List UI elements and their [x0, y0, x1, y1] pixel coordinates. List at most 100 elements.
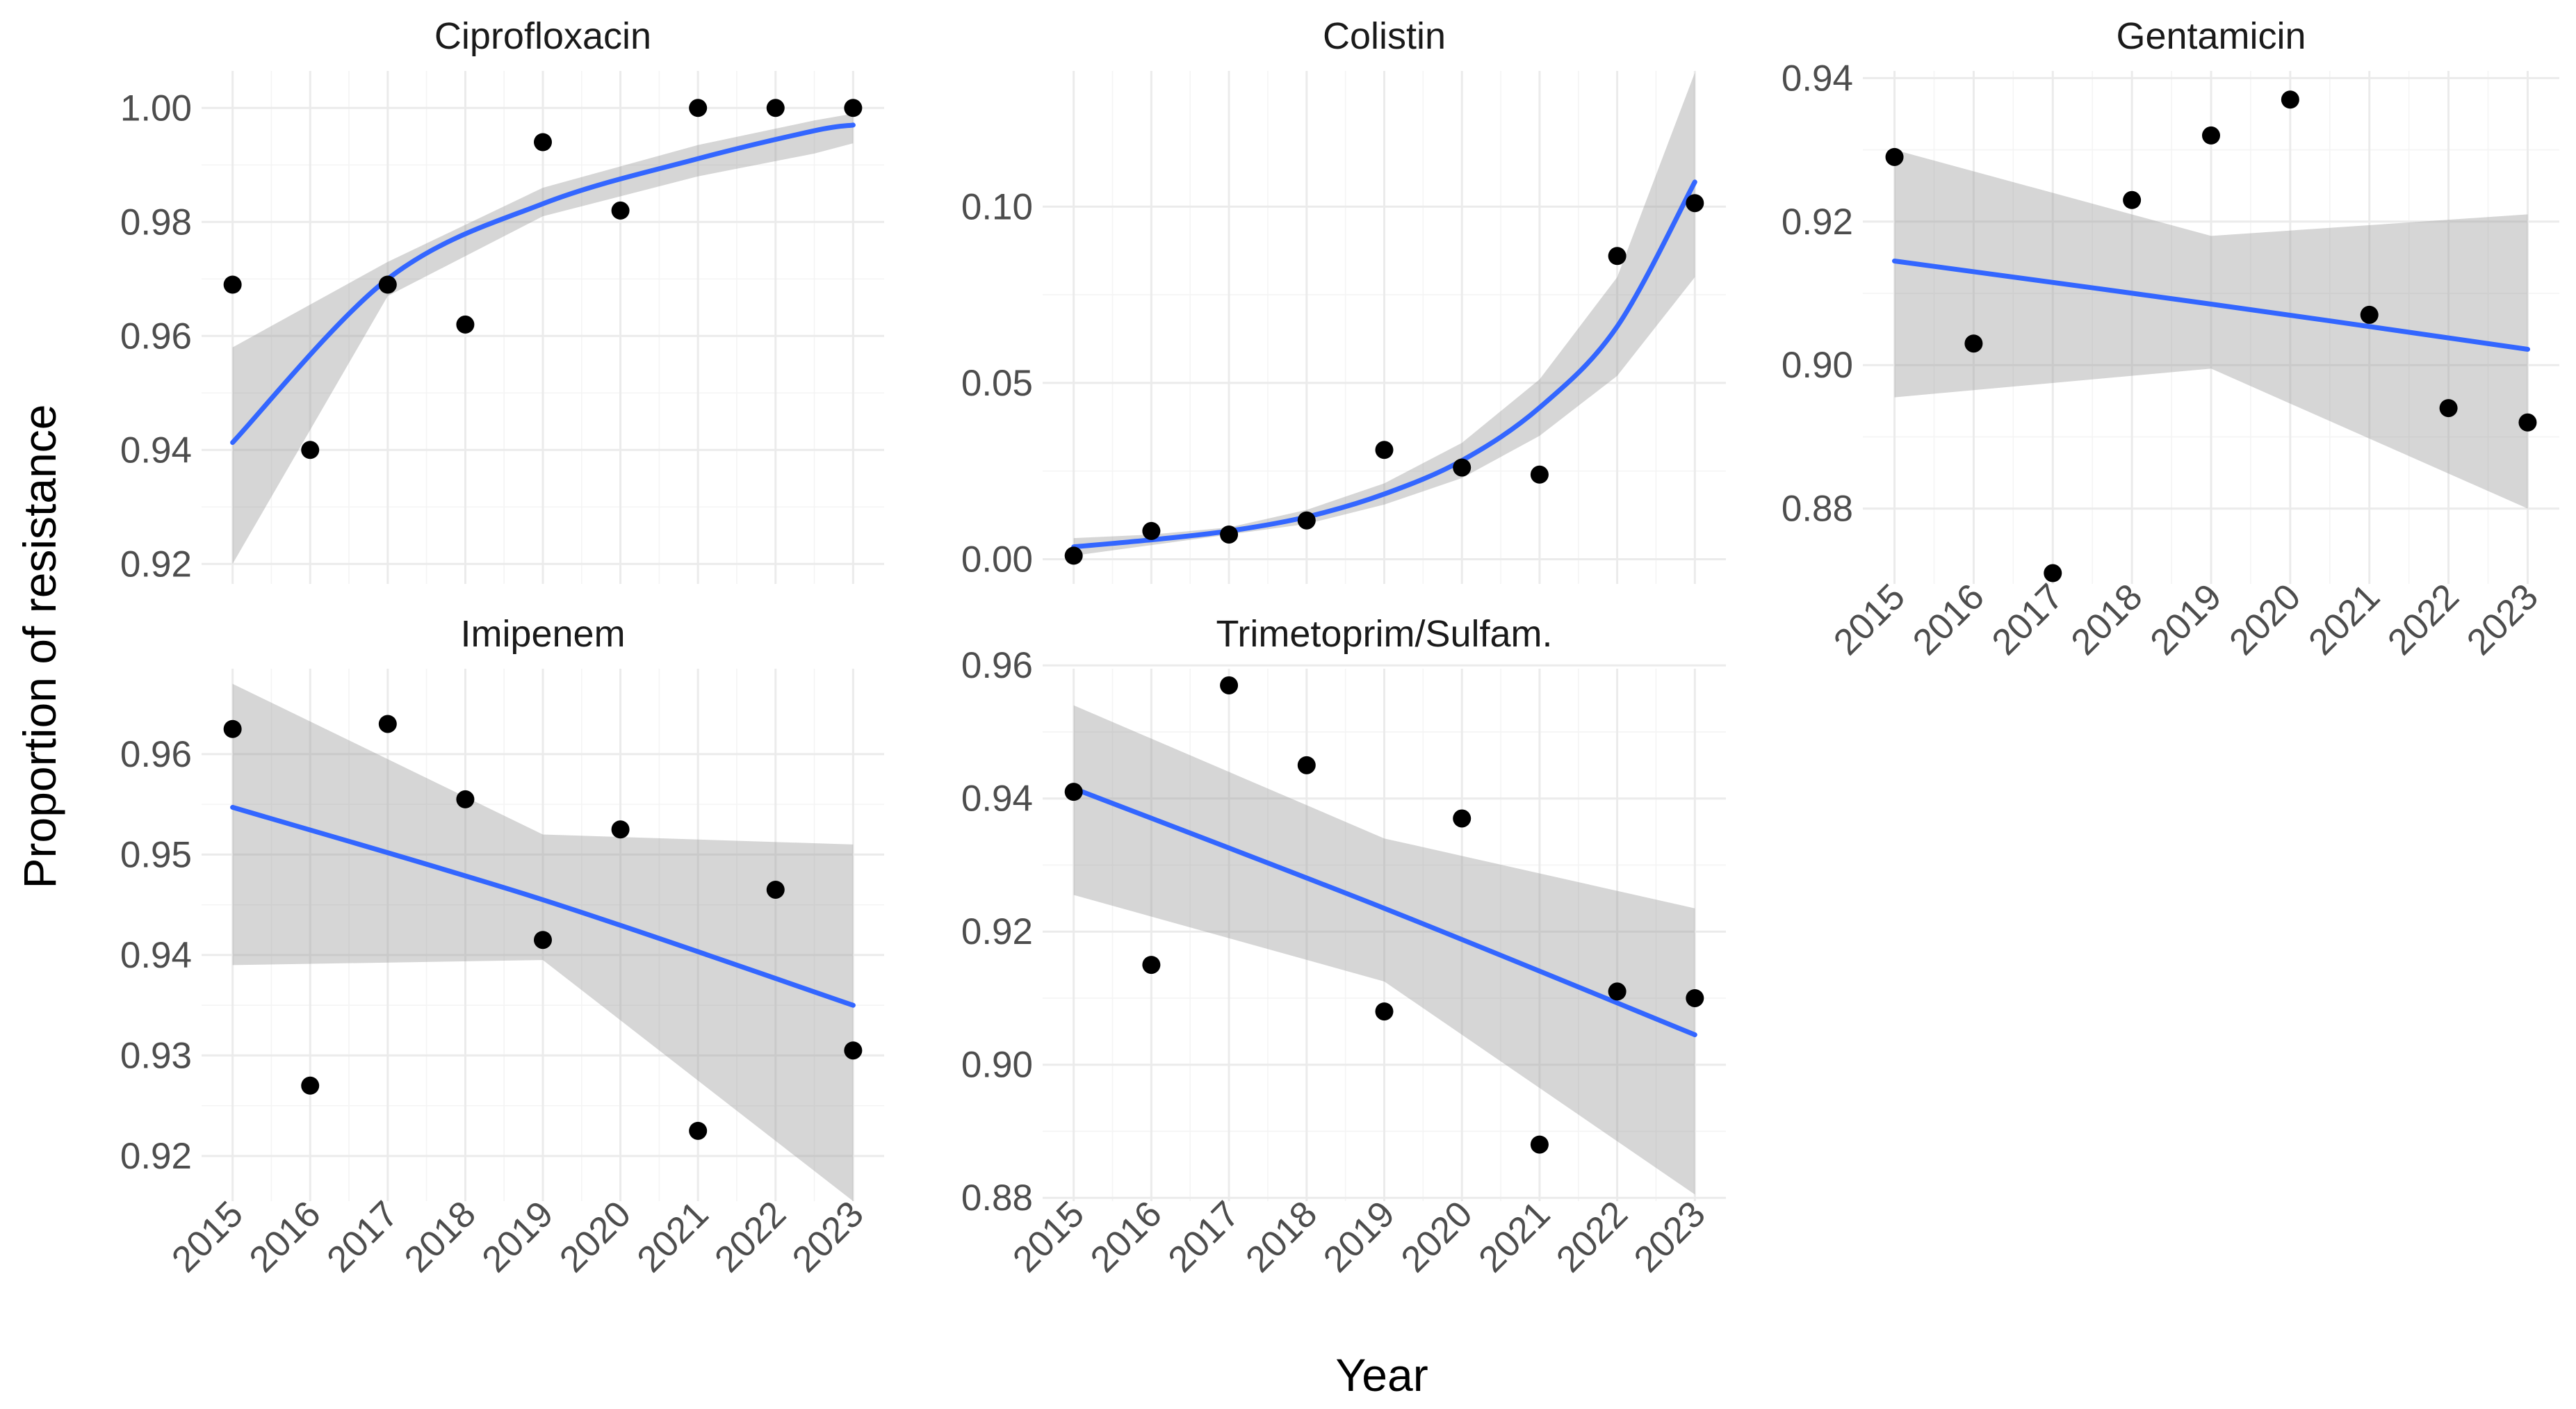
x-axis-title: Year: [1335, 1349, 1428, 1401]
x-tick-label: 2015: [1826, 576, 1913, 663]
data-point: [223, 719, 242, 738]
x-tick-label: 2018: [2064, 576, 2151, 663]
data-point: [534, 133, 552, 152]
trend-line: [230, 122, 856, 446]
trend-line: [1071, 785, 1697, 1038]
x-tick-label: 2019: [1316, 1194, 1403, 1280]
y-tick-label: 0.96: [120, 734, 192, 775]
x-tick-label: 2021: [2301, 576, 2388, 663]
data-point: [844, 1041, 863, 1060]
y-tick-label: 0.88: [961, 1178, 1033, 1219]
facet-title: Colistin: [1323, 15, 1446, 57]
data-point: [1064, 546, 1083, 565]
y-tick-label: 0.96: [961, 645, 1033, 686]
data-point: [2360, 305, 2379, 324]
data-point: [2439, 399, 2458, 418]
data-point: [2281, 90, 2299, 109]
data-point: [611, 820, 630, 839]
data-point: [456, 790, 475, 808]
data-point: [844, 99, 863, 117]
x-tick-label: 2016: [242, 1194, 329, 1280]
x-tick-label: 2020: [2222, 576, 2308, 663]
confidence-band: [1894, 149, 2528, 509]
data-point: [1686, 194, 1704, 213]
data-point: [1142, 956, 1161, 975]
data-point: [1530, 1135, 1549, 1154]
x-tick-label: 2017: [319, 1194, 406, 1280]
y-tick-label: 0.05: [961, 363, 1033, 404]
x-tick-label: 2017: [1984, 576, 2071, 663]
facet-panel-ciprofloxacin: 0.92 0.94 0.96 0.98 1.00 Ciprofloxacin: [120, 15, 884, 585]
data-point: [1885, 147, 1904, 166]
y-tick-label: 0.94: [120, 430, 192, 471]
facet-title: Ciprofloxacin: [434, 15, 651, 57]
data-point: [689, 1121, 708, 1140]
data-point: [611, 201, 630, 220]
facet-title: Imipenem: [460, 613, 625, 655]
facet-panel-trimetoprim-sulfam: 0.88 0.90 0.92 0.94 0.96 Trimetoprim/Sulfam. 2…: [961, 613, 1726, 1280]
y-tick-label: 0.98: [120, 202, 192, 243]
y-tick-label: 0.94: [961, 779, 1033, 820]
facet-panel-gentamicin: 0.880.900.920.94Gentamicin20152016201720…: [1782, 15, 2559, 663]
x-tick-label: 2023: [785, 1194, 872, 1280]
data-point: [766, 880, 785, 899]
data-point: [1220, 676, 1239, 694]
x-tick-label: 2015: [164, 1194, 251, 1280]
data-point: [1220, 525, 1239, 544]
x-tick-label: 2023: [1627, 1194, 1713, 1280]
data-point: [1142, 521, 1161, 540]
y-tick-label: 0.94: [1782, 58, 1853, 99]
x-tick-label: 2017: [1160, 1194, 1247, 1280]
trend-line: [230, 804, 856, 1008]
y-tick-label: 0.94: [120, 935, 192, 976]
data-point: [766, 99, 785, 117]
facet-panel-colistin: 0.00 0.05 0.10 Colistin: [961, 15, 1726, 584]
x-tick-label: 2018: [397, 1194, 484, 1280]
confidence-band: [1073, 72, 1695, 556]
y-tick-label: 0.95: [120, 834, 192, 875]
y-axis-title: Proportion of resistance: [14, 404, 65, 888]
x-tick-label: 2021: [1471, 1194, 1558, 1280]
data-point: [1375, 441, 1394, 459]
trend-line: [1071, 179, 1697, 550]
y-tick-label: 0.00: [961, 539, 1033, 580]
data-point: [1297, 511, 1316, 530]
facet-title: Trimetoprim/Sulfam.: [1216, 613, 1552, 655]
x-tick-label: 2016: [1905, 576, 1992, 663]
y-tick-label: 0.92: [961, 911, 1033, 952]
x-tick-label: 2016: [1083, 1194, 1170, 1280]
data-point: [2123, 190, 2142, 209]
confidence-band: [1073, 705, 1695, 1195]
data-point: [378, 275, 397, 294]
y-tick-label: 0.92: [120, 1136, 192, 1177]
x-tick-label: 2020: [1394, 1194, 1481, 1280]
trend-line: [1892, 259, 2530, 352]
data-point: [1453, 458, 1472, 477]
y-tick-label: 0.93: [120, 1035, 192, 1076]
data-point: [534, 931, 552, 950]
data-point: [223, 275, 242, 294]
facet-title: Gentamicin: [2116, 15, 2306, 57]
y-tick-label: 0.90: [1782, 345, 1853, 386]
data-point: [301, 441, 320, 459]
data-point: [2044, 564, 2062, 583]
data-point: [1375, 1002, 1394, 1021]
y-tick-label: 0.96: [120, 316, 192, 357]
y-tick-label: 0.10: [961, 186, 1033, 227]
data-point: [1608, 982, 1627, 1001]
y-tick-label: 0.90: [961, 1045, 1033, 1086]
data-point: [1297, 756, 1316, 774]
data-point: [378, 715, 397, 733]
x-tick-label: 2019: [2142, 576, 2229, 663]
y-tick-label: 0.88: [1782, 489, 1853, 530]
data-point: [456, 315, 475, 334]
x-tick-label: 2022: [1549, 1194, 1636, 1280]
facet-panel-imipenem: 0.92 0.93 0.94 0.95 0.96 Imipenem 201520162017…: [120, 613, 884, 1280]
data-point: [689, 99, 708, 117]
x-tick-label: 2020: [552, 1194, 639, 1280]
x-tick-label: 2018: [1238, 1194, 1325, 1280]
data-point: [1064, 783, 1083, 801]
data-point: [1453, 809, 1472, 828]
